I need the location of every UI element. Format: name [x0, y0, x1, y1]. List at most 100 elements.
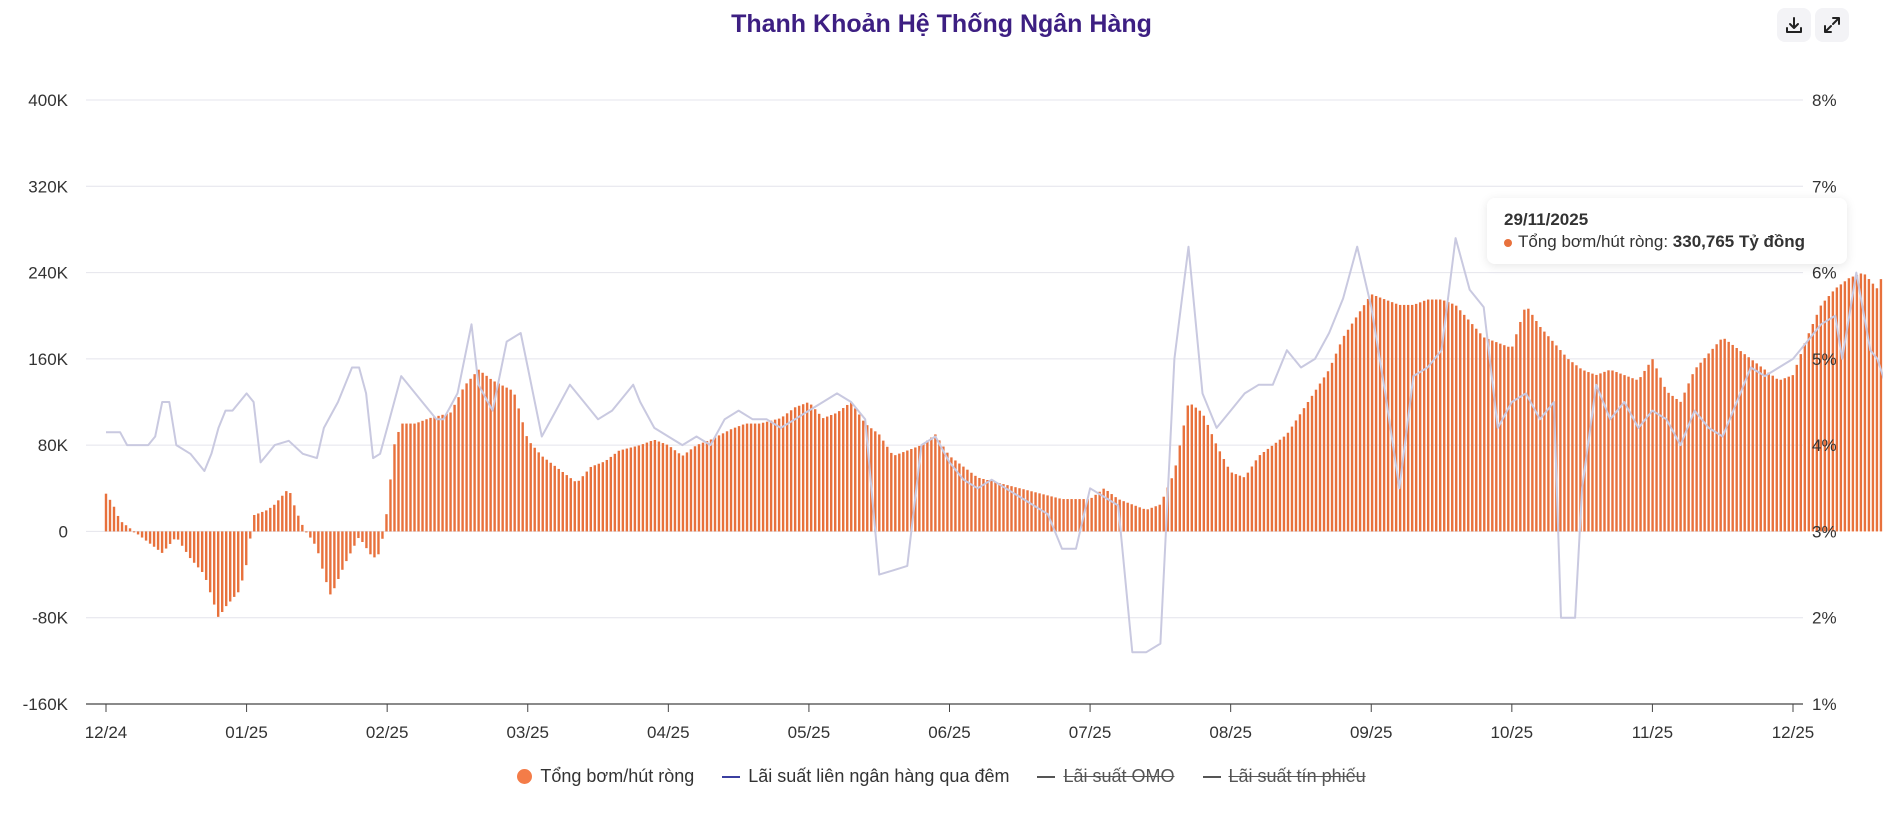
bar: [1755, 363, 1758, 532]
y-left-tick-label: 0: [59, 522, 68, 541]
bar: [974, 475, 977, 532]
bar: [1443, 300, 1446, 532]
bar: [212, 531, 216, 605]
bar: [745, 423, 749, 532]
bar: [1787, 376, 1790, 532]
bar: [1146, 509, 1149, 532]
bar: [1078, 499, 1081, 532]
bar: [753, 423, 757, 532]
bar: [1094, 494, 1097, 532]
legend-item[interactable]: Lãi suất liên ngân hàng qua đêm: [722, 766, 1009, 787]
bar: [801, 404, 805, 532]
bar: [1058, 498, 1061, 532]
bar: [793, 407, 797, 532]
bar: [1126, 502, 1129, 532]
bar: [1382, 299, 1386, 532]
legend-item[interactable]: Tổng bơm/hút ròng: [517, 766, 694, 787]
bar: [874, 431, 877, 532]
bar: [317, 531, 320, 554]
bar: [493, 381, 496, 532]
bar: [657, 441, 661, 532]
bar: [301, 524, 304, 532]
bar: [1707, 353, 1710, 532]
bar: [765, 421, 769, 532]
bar: [733, 427, 737, 532]
bar: [1422, 300, 1426, 532]
bar: [645, 442, 649, 532]
bar: [1170, 478, 1173, 532]
bar: [1835, 287, 1839, 532]
bar: [473, 374, 476, 532]
bar: [1643, 370, 1646, 532]
bar: [457, 397, 460, 532]
bar: [337, 531, 340, 579]
bar: [721, 433, 725, 532]
bar: [553, 465, 556, 532]
bar: [1198, 410, 1202, 532]
bar: [1695, 367, 1698, 532]
bar: [886, 446, 889, 532]
bar: [509, 389, 512, 532]
bar: [293, 505, 296, 532]
bar: [1134, 505, 1137, 532]
axes-group: -160K -80K 0 80K 160K 240K 320K 400K 1% 2% 3% 4% 5% 6…: [23, 91, 1837, 742]
bar: [361, 531, 364, 542]
bar: [834, 413, 837, 532]
bar: [633, 446, 637, 532]
bar: [777, 418, 781, 532]
bar: [1042, 494, 1045, 532]
bar: [894, 455, 897, 532]
bar: [878, 434, 881, 532]
legend-item[interactable]: Lãi suất tín phiếu: [1202, 766, 1366, 787]
expand-button[interactable]: [1815, 8, 1849, 42]
bar: [269, 507, 272, 532]
bar: [281, 495, 284, 532]
bar: [1483, 337, 1486, 532]
bar: [569, 478, 572, 532]
legend-item[interactable]: Lãi suất OMO: [1037, 766, 1175, 787]
bar: [725, 431, 729, 532]
bar: [910, 448, 913, 532]
bar: [1202, 415, 1206, 532]
bar: [108, 499, 112, 532]
bar: [713, 437, 717, 532]
bar: [1863, 274, 1867, 532]
bar: [1527, 308, 1530, 532]
bar: [789, 410, 793, 532]
bar: [341, 531, 344, 570]
bar: [1362, 305, 1366, 532]
lines-group: [106, 237, 1883, 654]
bar: [353, 531, 356, 546]
bar: [681, 455, 685, 532]
bar: [954, 460, 957, 532]
bar: [1022, 489, 1025, 532]
bar: [164, 531, 168, 549]
bar: [1106, 490, 1109, 532]
bar: [649, 441, 653, 532]
bar: [1655, 368, 1658, 532]
bar: [685, 452, 689, 532]
bar: [1611, 370, 1614, 532]
bar: [705, 441, 709, 532]
bar: [1226, 466, 1230, 532]
x-tick-label: 09/25: [1350, 723, 1393, 742]
bar: [741, 424, 745, 532]
x-tick-label: 12/25: [1772, 723, 1815, 742]
bar: [249, 531, 252, 539]
y-right-tick-label: 2%: [1812, 609, 1837, 628]
bar: [1302, 408, 1306, 532]
bar: [289, 493, 292, 532]
bar: [1451, 303, 1454, 532]
download-button[interactable]: [1777, 8, 1811, 42]
bar: [613, 453, 617, 532]
bar: [1807, 333, 1811, 532]
bar: [813, 409, 817, 532]
bar: [589, 466, 593, 532]
bar: [369, 531, 372, 555]
bar: [1154, 506, 1157, 532]
bar: [273, 504, 276, 532]
bar: [1218, 451, 1222, 532]
bar: [605, 459, 609, 532]
bar: [1627, 376, 1630, 532]
